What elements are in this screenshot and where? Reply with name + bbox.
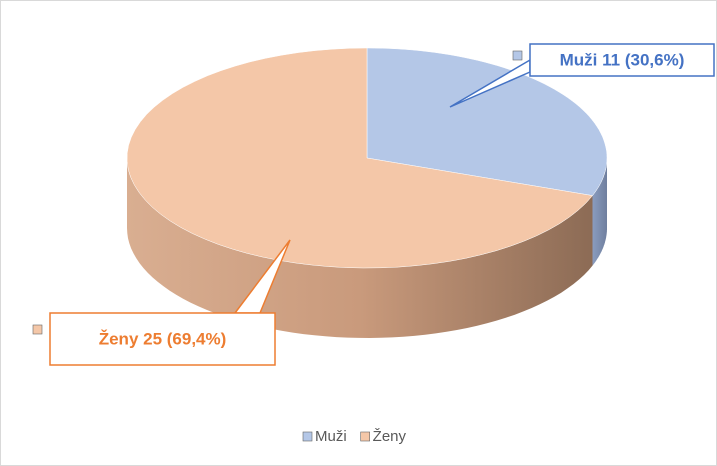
legend-swatch	[302, 431, 313, 442]
slice	[126, 47, 593, 269]
legend: Muži Ženy	[302, 428, 407, 445]
callout-box	[529, 43, 715, 77]
legend-label: Muži	[315, 428, 347, 445]
callout-box	[49, 312, 276, 366]
callout-icon	[32, 324, 43, 335]
legend-swatch	[360, 431, 370, 442]
slice-side	[127, 158, 593, 338]
slice-side	[592, 158, 607, 266]
legend-label: Ženy	[373, 428, 407, 445]
data-label: Ženy 25 (69,4%)	[99, 329, 227, 348]
callout-icon	[512, 50, 523, 61]
data-label: Muži 11 (30,6%)	[560, 50, 685, 69]
slice	[366, 47, 608, 196]
